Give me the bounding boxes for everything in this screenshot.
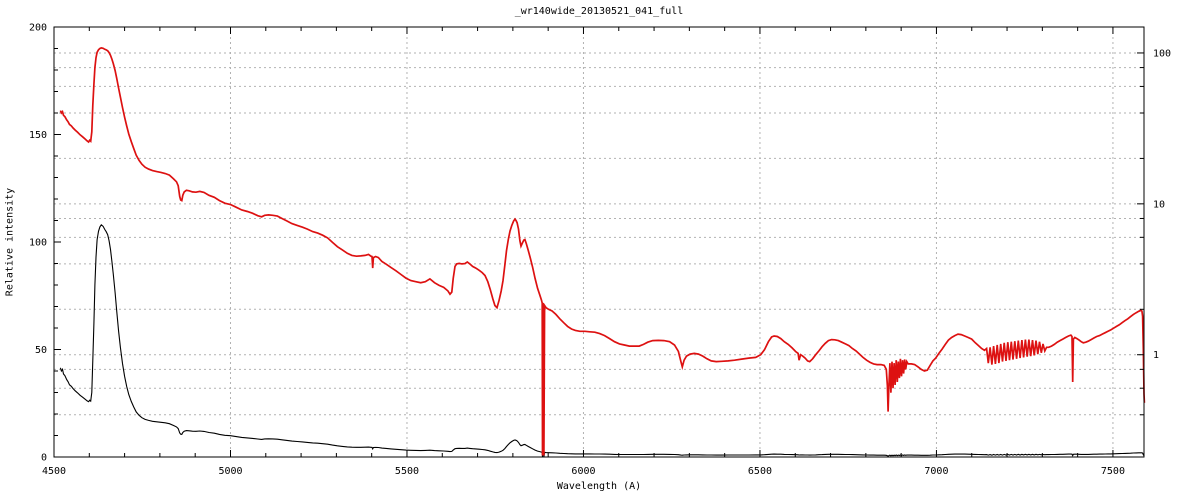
spectrum-line-linear: [59, 223, 1145, 457]
x-tick-label: 5500: [395, 466, 419, 477]
plot-border: [53, 26, 1145, 458]
y-left-tick-label: 0: [41, 453, 47, 464]
x-tick-label: 6000: [571, 466, 595, 477]
y-left-tick-label: 150: [29, 130, 47, 141]
x-tick-label: 5000: [218, 466, 242, 477]
x-tick-label: 4500: [42, 466, 66, 477]
chart-title: _wr140wide_20130521_041_full: [514, 6, 684, 17]
y-axis-label: Relative intensity: [4, 187, 16, 297]
y-left-tick-label: 100: [29, 238, 47, 249]
y-right-tick-label: 1: [1153, 350, 1159, 361]
x-axis-label: Wavelength (A): [556, 481, 642, 492]
y-left-tick-label: 50: [35, 345, 47, 356]
x-tick-label: 7500: [1101, 466, 1125, 477]
y-left-tick-label: 200: [29, 23, 47, 34]
y-right-tick-label: 10: [1153, 199, 1165, 210]
y-right-tick-label: 100: [1153, 48, 1171, 59]
spectrum-line-log: [59, 47, 1146, 456]
x-tick-label: 7000: [924, 466, 948, 477]
x-tick-label: 6500: [748, 466, 772, 477]
